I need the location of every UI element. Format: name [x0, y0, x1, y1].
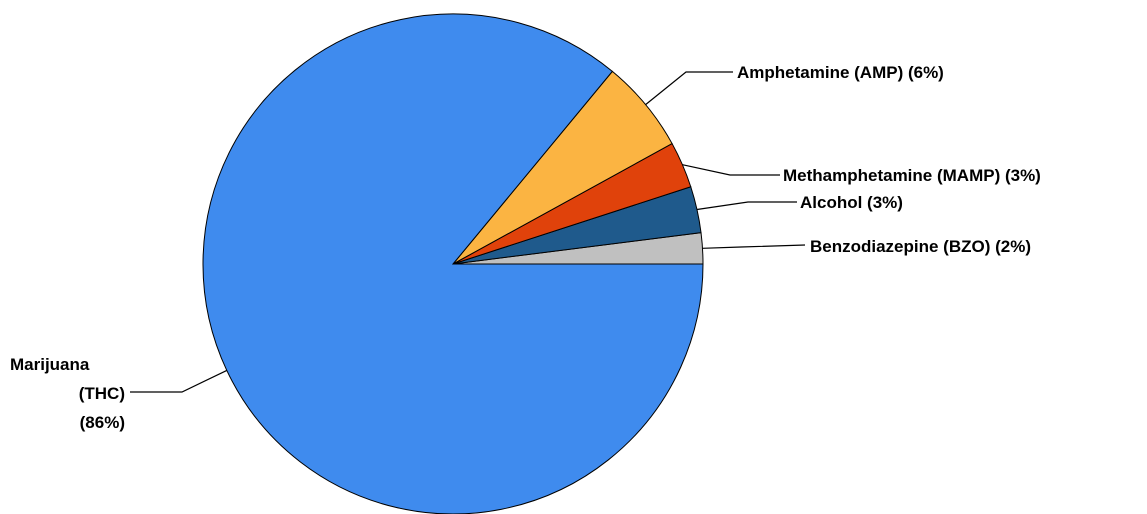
slice-label-marijuana-line-2: (THC) [79, 384, 125, 403]
leader-line-alcohol [696, 201, 797, 211]
slice-label-methamphetamine: Methamphetamine (MAMP) (3%) [783, 166, 1041, 185]
slice-label-amphetamine: Amphetamine (AMP) (6%) [737, 63, 944, 82]
leader-line-marijuana [130, 369, 228, 393]
slice-label-marijuana: Marijuana (THC) (86%) [10, 355, 125, 432]
leader-line-methamphetamine [682, 164, 780, 176]
slice-label-marijuana-line-1: Marijuana [10, 355, 90, 374]
slice-label-alcohol: Alcohol (3%) [800, 193, 903, 212]
leader-line-benzodiazepine [702, 244, 806, 249]
slice-label-marijuana-line-3: (86%) [80, 413, 125, 432]
leader-line-amphetamine [645, 71, 733, 106]
slice-label-benzodiazepine: Benzodiazepine (BZO) (2%) [810, 237, 1031, 256]
leader-lines [130, 71, 806, 393]
pie-slice-marijuana [202, 13, 704, 514]
pie-slices [202, 13, 704, 514]
